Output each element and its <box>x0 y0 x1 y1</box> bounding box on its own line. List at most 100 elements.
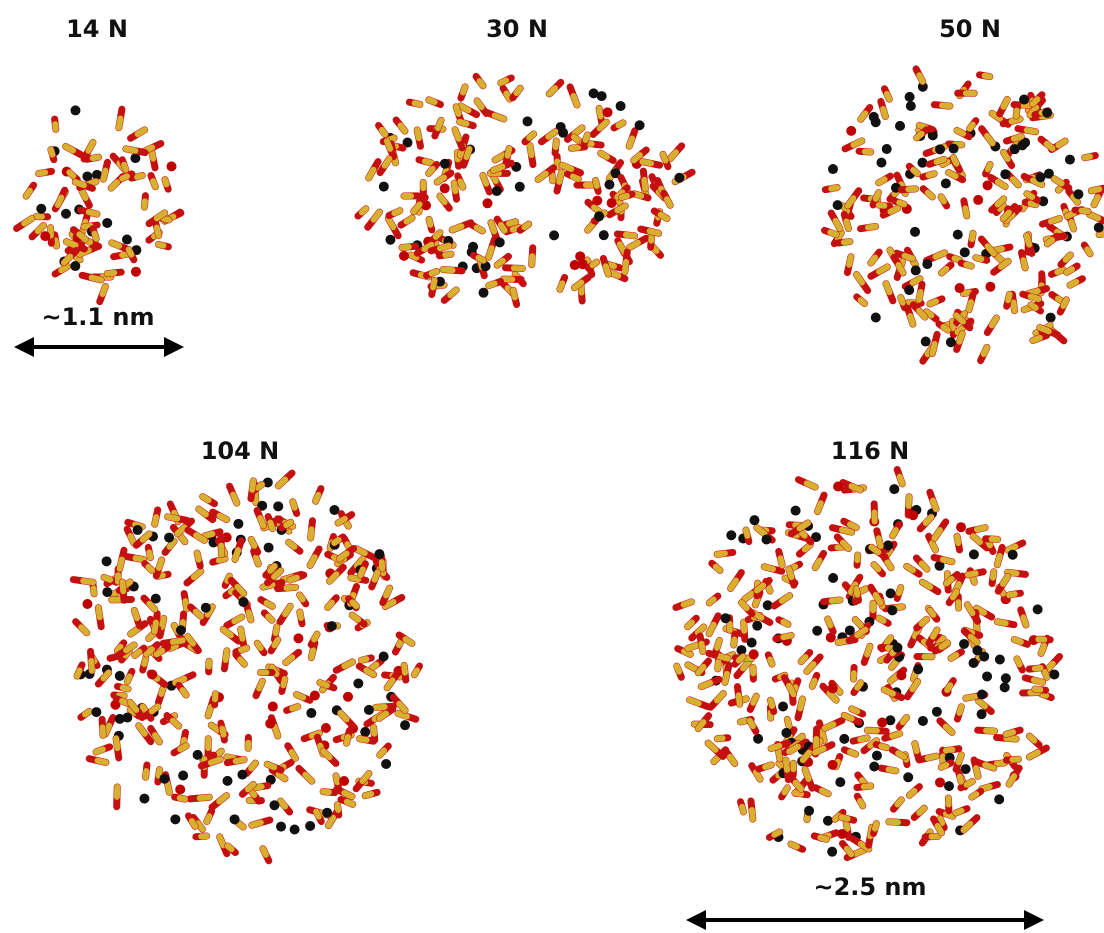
atom <box>267 701 278 712</box>
bond-center <box>771 828 783 838</box>
bond-center <box>1043 140 1056 152</box>
bond-center <box>596 105 604 120</box>
bond-center <box>923 308 935 319</box>
bond-center <box>895 261 907 276</box>
bond-center <box>1023 127 1039 135</box>
bond-center <box>1055 138 1069 149</box>
atom <box>634 120 645 131</box>
bond-center <box>1084 246 1094 257</box>
bond-center <box>698 680 714 690</box>
bond-center <box>802 766 812 782</box>
bond-center <box>283 584 299 592</box>
bond-center <box>630 152 643 164</box>
bond-center <box>141 654 149 667</box>
bond-center <box>248 819 264 829</box>
bond-center <box>358 656 370 664</box>
bond-center <box>352 545 368 557</box>
bond-center <box>582 131 591 143</box>
bond-center <box>621 258 630 275</box>
bond-center <box>230 491 240 507</box>
bond-center <box>275 476 289 489</box>
bond-center <box>929 540 939 553</box>
bond-center <box>491 112 507 122</box>
atom <box>306 708 317 719</box>
bond-center <box>895 750 908 760</box>
atom <box>114 670 125 681</box>
atom <box>265 718 276 729</box>
atom <box>229 814 240 825</box>
bond-center <box>88 657 95 674</box>
bond-center <box>286 574 300 584</box>
atom <box>804 805 815 816</box>
bond-center <box>463 145 473 161</box>
atom <box>322 807 333 818</box>
bond-center <box>844 195 857 209</box>
atom <box>604 179 615 190</box>
bond-center <box>785 565 795 581</box>
bond-center <box>828 184 841 192</box>
atom <box>887 605 898 616</box>
bond-center <box>706 621 717 637</box>
bond-center <box>938 639 951 650</box>
bond-center <box>1096 230 1104 238</box>
bond-center <box>775 748 783 762</box>
bond-center <box>906 787 918 799</box>
bond-center <box>698 640 706 655</box>
bond-center <box>1060 296 1070 309</box>
bond-center <box>903 563 916 574</box>
bond-center <box>91 230 100 242</box>
bond-center <box>485 280 498 289</box>
atom <box>883 540 894 551</box>
bond-center <box>615 119 626 129</box>
bond-center <box>145 630 157 642</box>
bond-center <box>1008 116 1024 125</box>
bond-center <box>960 289 973 297</box>
bond-center <box>152 732 163 745</box>
bond-center <box>378 126 389 138</box>
bond-center <box>875 615 887 624</box>
bond-center <box>767 697 776 709</box>
bond-center <box>1023 232 1033 248</box>
atom <box>82 598 93 609</box>
bond-center <box>437 242 452 252</box>
bond-center <box>1081 153 1094 161</box>
bond-center <box>796 519 811 532</box>
bond-center <box>812 557 823 571</box>
bond-center <box>968 791 980 801</box>
bond-center <box>434 117 445 132</box>
bond-center <box>1029 334 1043 344</box>
bond-center <box>452 126 462 142</box>
atom <box>276 821 287 832</box>
atom <box>968 549 979 560</box>
atom <box>263 542 274 553</box>
atom <box>353 678 364 689</box>
bond-center <box>942 723 956 736</box>
bond-center <box>207 756 224 766</box>
bond-center <box>605 261 617 270</box>
bond-center <box>82 708 93 718</box>
bond-center <box>834 229 845 242</box>
bond-center <box>127 625 141 637</box>
scale-label: ~2.5 nm <box>813 873 926 901</box>
atom <box>960 764 971 775</box>
bond-center <box>871 820 880 832</box>
bond-center <box>151 514 160 528</box>
atom <box>170 814 181 825</box>
bond-center <box>89 154 102 162</box>
atom <box>837 828 848 839</box>
bond-center <box>857 734 871 743</box>
bond-center <box>762 761 775 770</box>
bond-center <box>215 555 229 564</box>
bond-center <box>535 170 549 183</box>
atom <box>752 620 763 631</box>
atom <box>159 773 170 784</box>
bond-center <box>962 693 979 702</box>
bond-center <box>100 669 112 682</box>
atom <box>917 715 928 726</box>
bond-center <box>396 700 409 714</box>
bond-center <box>307 526 315 542</box>
atom <box>959 638 970 649</box>
bond-center <box>1009 176 1022 188</box>
atom <box>1064 154 1075 165</box>
bond-center <box>161 176 170 188</box>
